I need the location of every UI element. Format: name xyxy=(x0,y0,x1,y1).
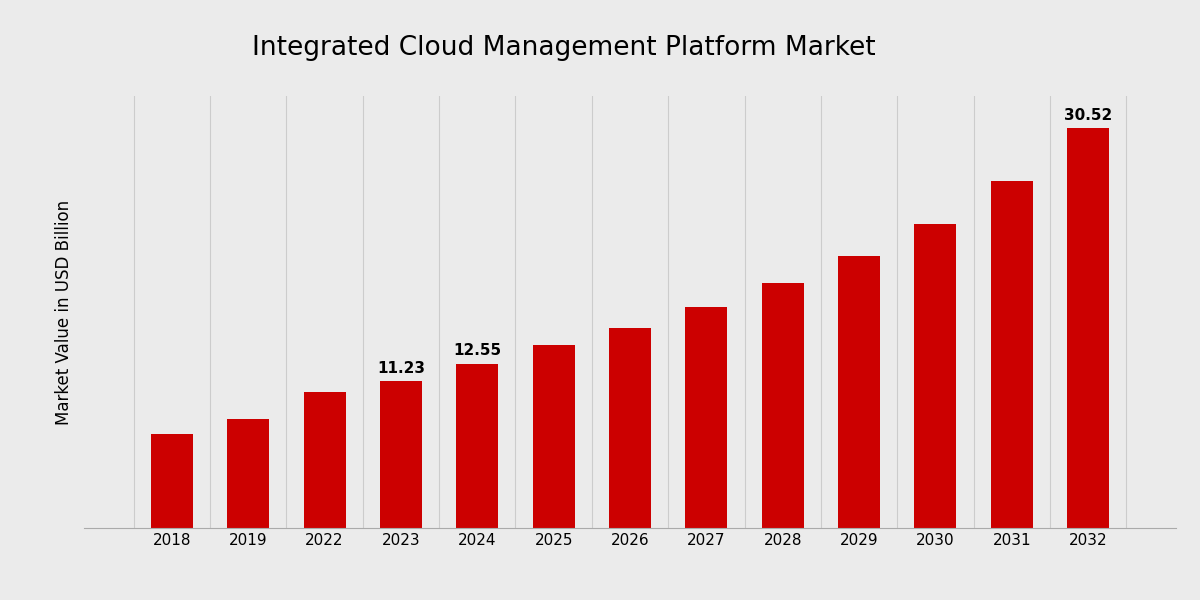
Bar xyxy=(610,328,650,528)
Text: 12.55: 12.55 xyxy=(454,343,502,358)
Bar xyxy=(991,181,1033,528)
Bar xyxy=(380,381,422,528)
Bar xyxy=(914,224,956,528)
Bar xyxy=(456,364,498,528)
Y-axis label: Market Value in USD Billion: Market Value in USD Billion xyxy=(55,199,73,425)
Bar xyxy=(838,256,880,528)
Bar xyxy=(1067,128,1109,528)
Bar xyxy=(762,283,804,528)
Text: 30.52: 30.52 xyxy=(1064,108,1112,123)
Bar xyxy=(304,392,346,528)
Text: Integrated Cloud Management Platform Market: Integrated Cloud Management Platform Mar… xyxy=(252,35,876,61)
Bar xyxy=(227,419,269,528)
Bar xyxy=(151,434,193,528)
Bar xyxy=(533,345,575,528)
Text: 11.23: 11.23 xyxy=(377,361,425,376)
Bar xyxy=(685,307,727,528)
